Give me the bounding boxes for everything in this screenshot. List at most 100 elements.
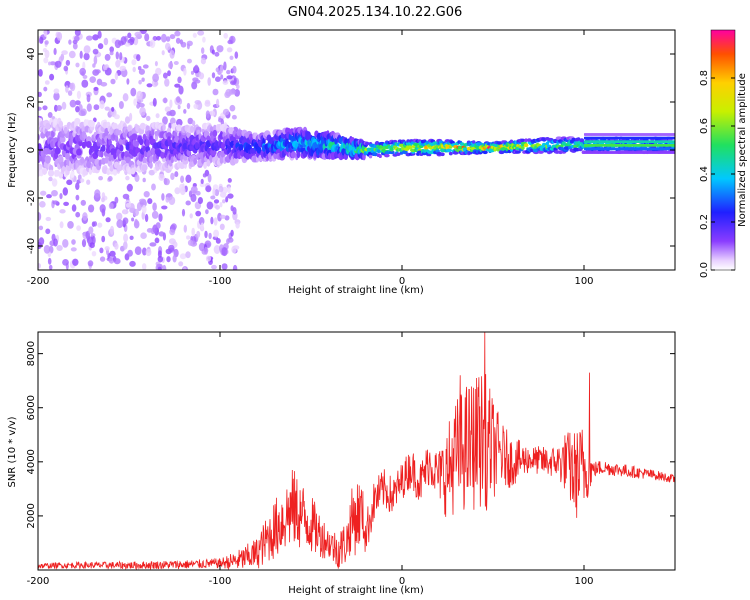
spectrogram-speckle bbox=[113, 114, 120, 120]
spectrogram-speckle bbox=[83, 45, 91, 54]
spectrogram-cell bbox=[452, 151, 459, 155]
spectrogram-speckle bbox=[116, 212, 123, 221]
spectrogram-y-axis: -40 -20 0 20 40 bbox=[26, 48, 675, 254]
spectrogram-cell bbox=[668, 151, 671, 154]
spectrogram-speckle bbox=[174, 187, 181, 195]
spectrogram-speckle bbox=[107, 175, 113, 182]
spectrogram-speckle bbox=[221, 247, 228, 257]
snr-panel: -200 -100 0 100 2000 4000 6000 8000 Height of … bbox=[7, 331, 676, 596]
spectrogram-speckle bbox=[236, 84, 240, 90]
spectrogram-speckle bbox=[71, 239, 76, 245]
spectrogram-speckle bbox=[181, 208, 186, 217]
spectrogram-cell bbox=[633, 151, 636, 154]
spectrogram-speckle bbox=[142, 64, 149, 69]
spectrogram-speckle bbox=[44, 40, 49, 45]
spectrogram-speckle bbox=[122, 93, 129, 102]
spectrogram-speckle bbox=[191, 227, 195, 237]
spectrogram-cell bbox=[119, 144, 124, 152]
spectrogram-speckle bbox=[87, 260, 94, 267]
spectrogram-speckle bbox=[79, 67, 86, 76]
spectrogram-speckle bbox=[152, 36, 158, 41]
spectrogram-speckle bbox=[229, 55, 234, 60]
spectrogram-cell bbox=[614, 133, 617, 136]
spectrogram-speckle bbox=[39, 36, 44, 44]
spectrogram-cell bbox=[571, 137, 576, 142]
spectrogram-speckle bbox=[79, 178, 85, 183]
y-tick-label: 4000 bbox=[26, 449, 37, 474]
spectrogram-cell bbox=[626, 147, 629, 151]
spectrogram-speckle bbox=[83, 52, 90, 61]
spectrogram-speckle bbox=[48, 176, 53, 182]
spectrogram-speckle bbox=[218, 185, 224, 193]
spectrogram-speckle bbox=[86, 35, 93, 41]
spectrogram-cell bbox=[92, 141, 98, 149]
spectrogram-speckle bbox=[220, 118, 224, 126]
spectrogram-cell bbox=[609, 151, 612, 154]
spectrogram-cell bbox=[638, 136, 641, 140]
x-tick-label: -200 bbox=[27, 276, 50, 287]
spectrogram-cell bbox=[42, 167, 48, 175]
spectrogram-speckle bbox=[230, 80, 237, 86]
spectrogram-cell bbox=[626, 144, 629, 147]
spectrogram-speckle bbox=[93, 55, 98, 65]
spectrogram-speckle bbox=[119, 52, 123, 61]
colorbar-ticks: 0.0 0.2 0.4 0.6 0.8 bbox=[699, 70, 735, 278]
spectrogram-cell bbox=[205, 140, 211, 148]
spectrogram-cell bbox=[644, 144, 647, 147]
spectrogram-speckle bbox=[202, 36, 206, 43]
spectrogram-speckle bbox=[155, 67, 162, 76]
spectrogram-cell bbox=[109, 164, 114, 172]
spectrogram-speckle bbox=[98, 176, 103, 181]
spectrogram-cell bbox=[673, 147, 675, 151]
spectrogram-cell bbox=[602, 151, 605, 154]
spectrogram-speckle bbox=[215, 76, 221, 82]
spectrogram-speckle bbox=[75, 62, 80, 68]
spectrogram-cell bbox=[621, 147, 624, 151]
spectrogram-cell bbox=[633, 140, 636, 143]
spectrogram-cell bbox=[509, 139, 514, 144]
spectrogram-speckle bbox=[219, 214, 226, 219]
spectrogram-speckle bbox=[213, 245, 221, 254]
spectrogram-speckle bbox=[163, 72, 168, 79]
spectrogram-speckle bbox=[88, 226, 94, 234]
spectrogram-cell bbox=[638, 133, 641, 136]
spectrogram-cell bbox=[609, 144, 612, 147]
spectrogram-cell bbox=[626, 133, 629, 136]
spectrogram-speckle bbox=[49, 73, 55, 81]
spectrogram-cell bbox=[233, 156, 239, 164]
spectrogram-speckle bbox=[97, 43, 104, 50]
spectrogram-cell bbox=[591, 136, 594, 140]
spectrogram-cell bbox=[668, 136, 671, 140]
spectrogram-speckle bbox=[108, 256, 115, 264]
spectrogram-speckle bbox=[158, 231, 165, 237]
spectrogram-cell bbox=[650, 151, 653, 154]
spectrogram-speckle bbox=[142, 177, 146, 183]
spectrogram-speckle bbox=[53, 47, 57, 56]
spectrogram-cell bbox=[662, 133, 665, 136]
spectrogram-speckle bbox=[193, 103, 199, 109]
spectrogram-cell bbox=[673, 133, 675, 136]
spectrogram-speckle bbox=[115, 51, 120, 60]
spectrogram-speckle bbox=[43, 30, 48, 37]
spectrogram-speckle bbox=[200, 222, 204, 231]
spectrogram-speckle bbox=[42, 48, 48, 53]
spectrogram-speckle bbox=[205, 185, 212, 193]
spectrogram-speckle bbox=[92, 34, 99, 41]
spectrogram-cell bbox=[166, 132, 172, 140]
spectrogram-cell bbox=[74, 117, 81, 125]
spectrogram-cell bbox=[591, 147, 594, 151]
spectrogram-speckle bbox=[48, 264, 53, 270]
spectrogram-y-label: Frequency (Hz) bbox=[7, 112, 18, 188]
spectrogram-speckle bbox=[144, 213, 149, 223]
spectrogram-speckle bbox=[210, 195, 216, 200]
spectrogram-speckle bbox=[152, 224, 158, 234]
spectrogram-speckle bbox=[175, 37, 181, 44]
spectrogram-speckle bbox=[43, 57, 49, 64]
spectrogram-speckle bbox=[176, 118, 183, 127]
spectrogram-cell bbox=[614, 144, 617, 147]
spectrogram-speckle bbox=[174, 171, 179, 178]
spectrogram-speckle bbox=[232, 264, 238, 270]
spectrogram-speckle bbox=[146, 83, 153, 88]
spectrogram-speckle bbox=[106, 92, 113, 98]
spectrogram-speckle bbox=[147, 198, 153, 205]
